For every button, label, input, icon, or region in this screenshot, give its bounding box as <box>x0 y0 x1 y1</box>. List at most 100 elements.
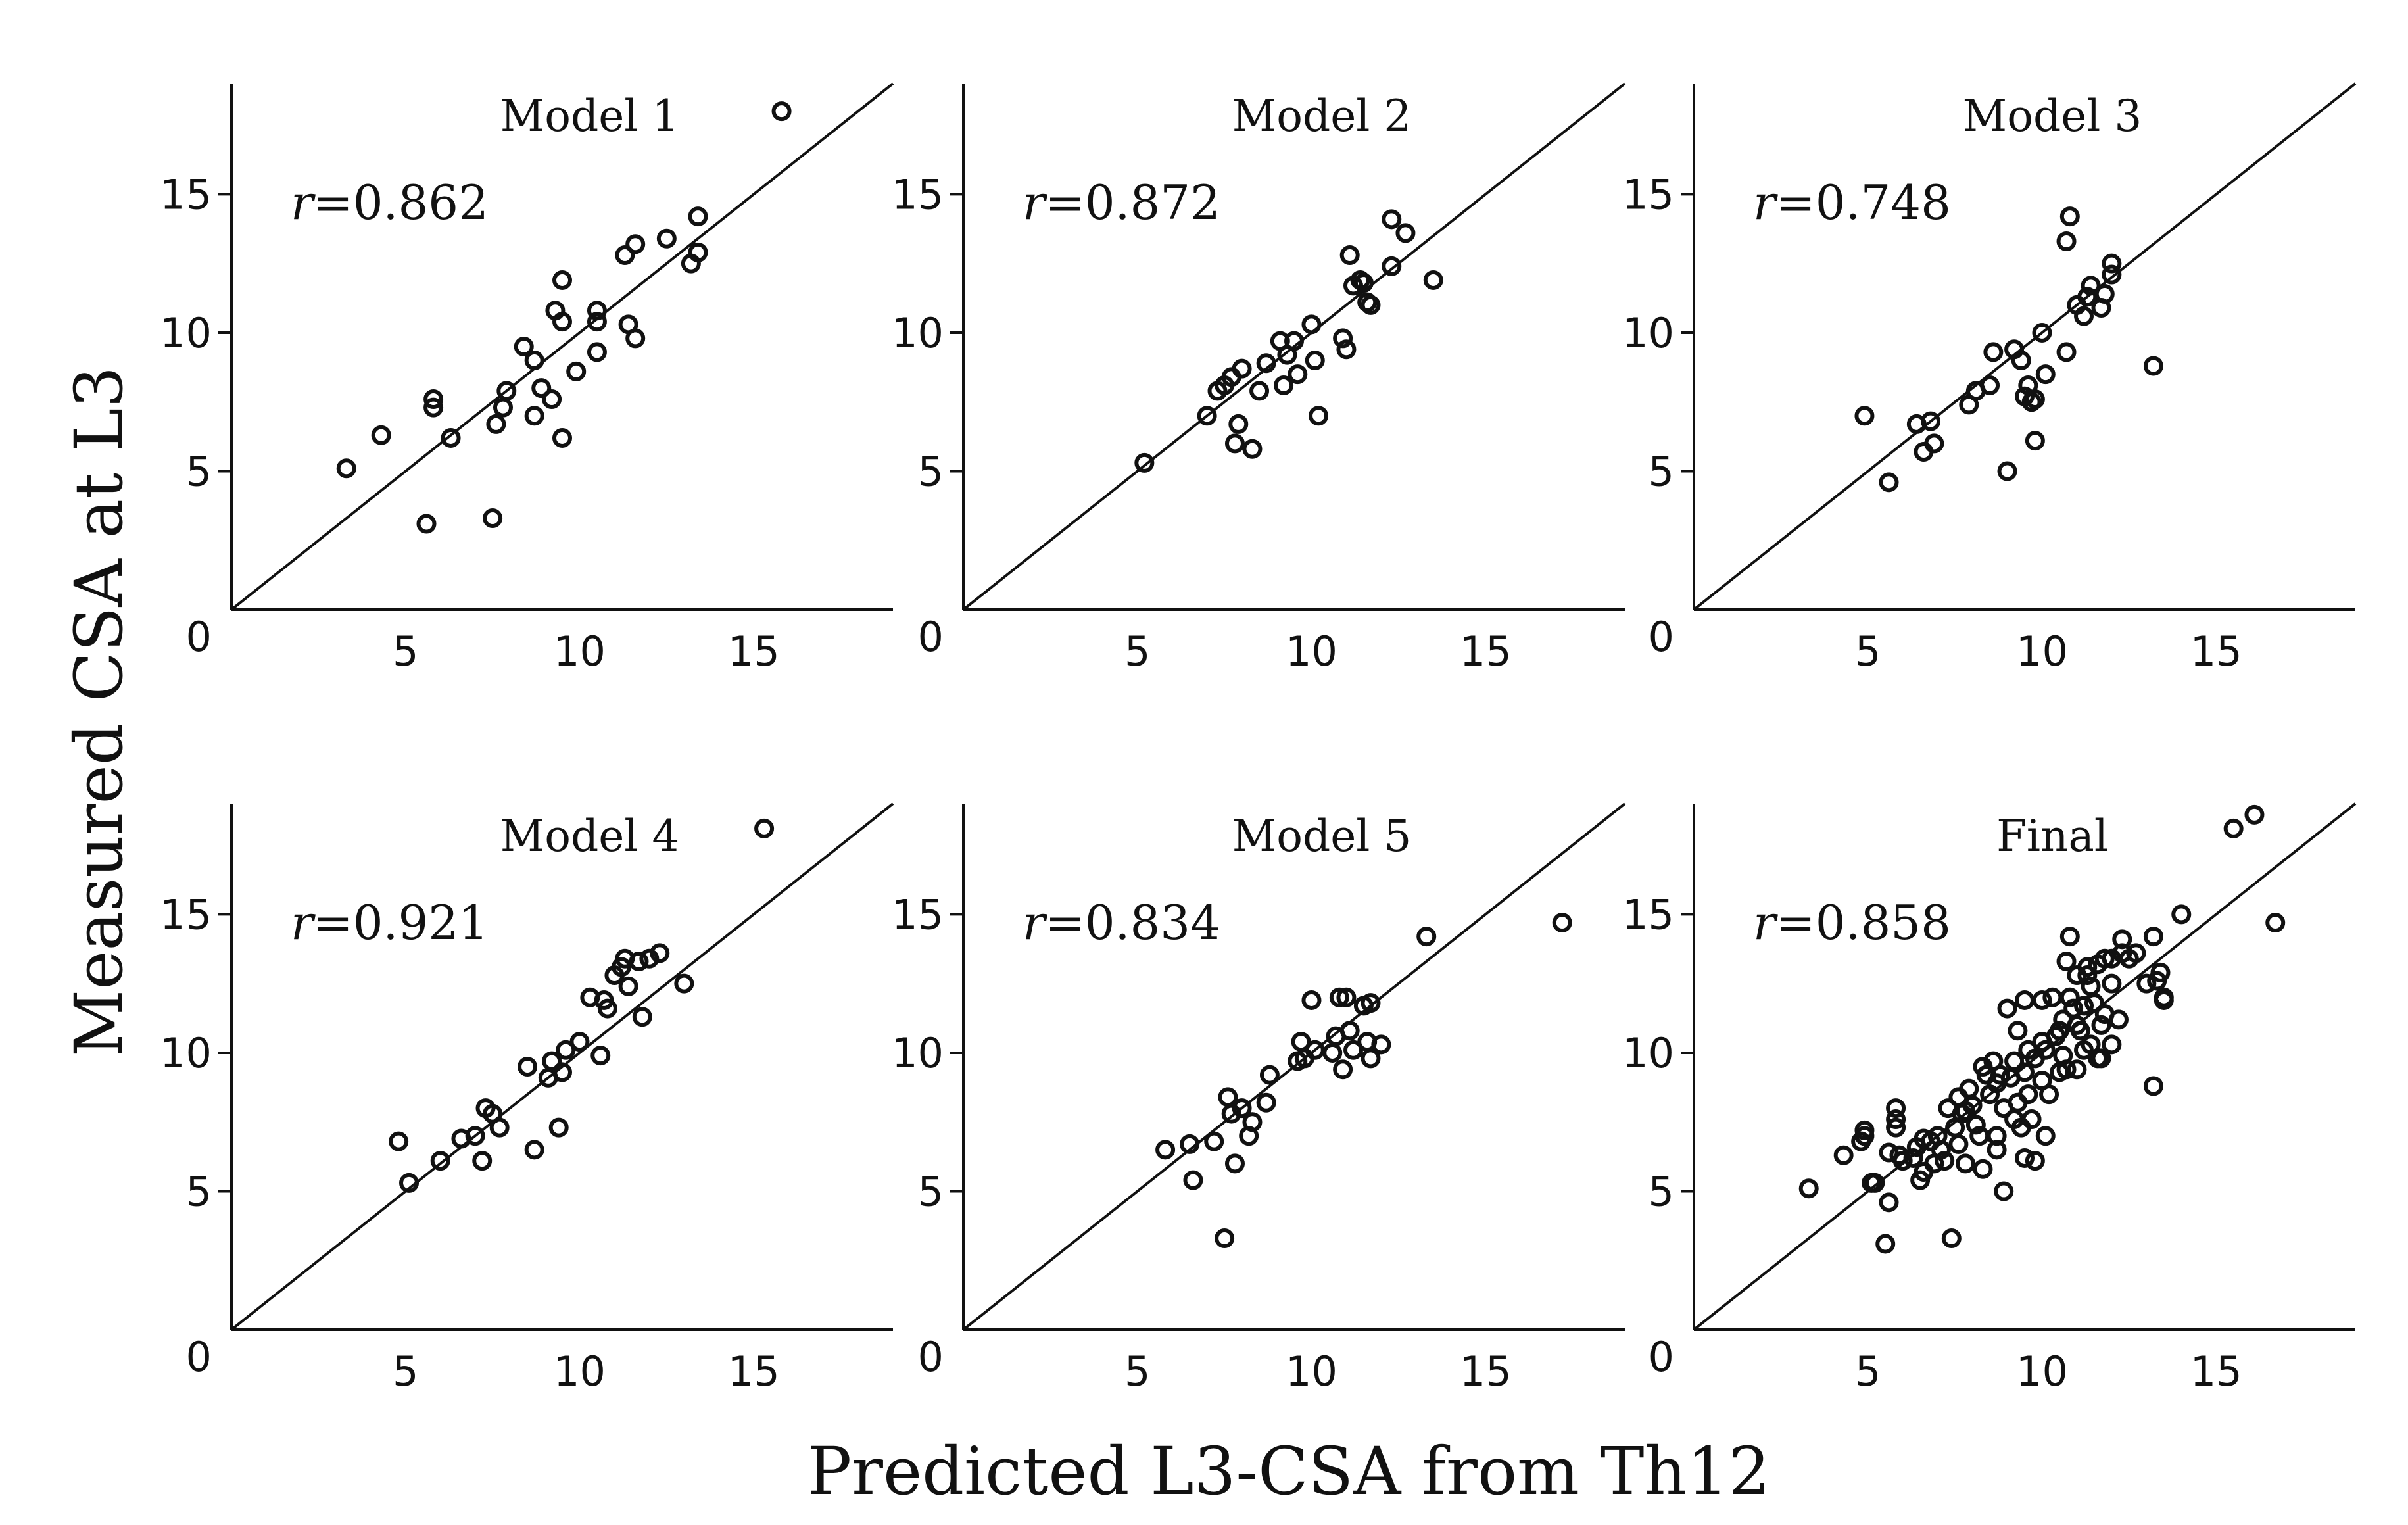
data-point <box>2032 322 2052 343</box>
data-point <box>656 228 677 249</box>
x-axis-title: Predicted L3-CSA from Th12 <box>807 1433 1770 1510</box>
data-point <box>524 351 544 371</box>
panel-final: 5 10 15 5 10 15 0 Final r=0.858 <box>1622 802 2357 1395</box>
correlation-annotation: r=0.748 <box>1753 175 1951 230</box>
y-tick-label: 15 <box>1622 170 1674 218</box>
data-point <box>1256 1092 1276 1113</box>
data-point <box>524 406 544 426</box>
data-point <box>2056 231 2077 251</box>
data-point <box>1879 1192 1899 1213</box>
data-point <box>1204 1131 1224 1151</box>
identity-line <box>1693 82 2357 611</box>
data-point <box>2102 264 2122 285</box>
y-tick-label: 10 <box>892 309 944 357</box>
correlation-annotation: r=0.872 <box>1023 175 1220 230</box>
data-point <box>1333 1059 1353 1080</box>
data-point <box>587 342 607 362</box>
data-point <box>1249 381 1270 401</box>
data-point <box>1183 1170 1203 1190</box>
data-point <box>1865 1173 1885 1193</box>
data-point <box>1361 1048 1381 1069</box>
data-point <box>1305 351 1325 371</box>
data-point <box>2077 287 2098 307</box>
x-tick-label: 15 <box>728 1347 780 1395</box>
y-tick-label: 15 <box>160 890 212 938</box>
identity-line <box>230 802 894 1331</box>
data-point <box>1224 433 1245 454</box>
panel-title: Model 5 <box>1232 811 1412 861</box>
data-point <box>1552 913 1572 933</box>
x-tick-label: 5 <box>393 1347 418 1395</box>
correlation-annotation: r=0.921 <box>291 895 489 950</box>
data-point <box>1994 1181 2014 1201</box>
data-point <box>2074 996 2094 1016</box>
data-point <box>1955 1153 1975 1174</box>
data-point <box>465 1126 485 1146</box>
correlation-annotation: r=0.834 <box>1023 895 1220 950</box>
data-point <box>2059 987 2080 1007</box>
data-point <box>489 1117 510 1138</box>
data-point <box>1215 1228 1235 1249</box>
x-tick-label: 15 <box>1460 1347 1512 1395</box>
data-point <box>1924 433 1944 454</box>
data-point <box>1983 342 2004 362</box>
data-point <box>1333 328 1353 349</box>
r-symbol: r <box>1753 175 1778 230</box>
data-point <box>1232 1098 1252 1119</box>
r-value: =0.862 <box>313 175 488 230</box>
data-point <box>1343 1040 1364 1060</box>
data-point <box>2025 1151 2045 1171</box>
data-point <box>1879 1142 1899 1163</box>
data-point <box>2077 957 2098 977</box>
data-point <box>1361 295 1381 315</box>
data-point <box>1903 1148 1923 1168</box>
data-point <box>493 397 513 418</box>
data-point <box>552 427 572 448</box>
data-point <box>514 337 534 356</box>
data-point <box>2056 342 2077 362</box>
data-point <box>1973 1159 1993 1179</box>
data-point <box>1309 406 1329 426</box>
data-point <box>2150 962 2171 982</box>
r-value: =0.921 <box>313 895 488 950</box>
r-value: =0.748 <box>1775 175 1950 230</box>
data-point <box>569 1032 590 1052</box>
data-point <box>2081 276 2101 296</box>
data-point <box>2056 952 2077 971</box>
data-point <box>1886 1117 1906 1138</box>
data-point <box>483 508 503 529</box>
data-point <box>1965 1115 1986 1135</box>
origin-label: 0 <box>186 1333 212 1381</box>
origin-label: 0 <box>1649 613 1674 661</box>
data-point <box>618 976 638 996</box>
data-point <box>2049 1021 2069 1041</box>
data-point <box>399 1173 420 1193</box>
data-point <box>1921 411 1941 431</box>
data-point <box>771 101 792 122</box>
r-value: =0.872 <box>1045 175 1220 230</box>
data-point <box>2042 987 2063 1007</box>
data-point <box>2025 389 2045 409</box>
data-point <box>389 1131 409 1151</box>
data-point <box>1987 1140 2007 1160</box>
data-point <box>2035 364 2056 385</box>
data-point <box>1336 339 1357 360</box>
data-point <box>1892 1151 1913 1171</box>
x-tick-label: 10 <box>2016 1347 2068 1395</box>
y-tick-label: 5 <box>1649 447 1674 495</box>
data-point <box>524 1140 544 1160</box>
data-point <box>1288 364 1308 385</box>
correlation-annotation: r=0.858 <box>1753 895 1951 950</box>
y-tick-label: 10 <box>1622 309 1674 357</box>
data-point <box>1322 1042 1343 1063</box>
data-point <box>2015 1148 2035 1168</box>
data-point <box>1990 1065 2010 1085</box>
data-point <box>2025 431 2045 451</box>
x-tick-label: 5 <box>1124 627 1150 675</box>
r-symbol: r <box>1753 895 1778 950</box>
x-tick-label: 10 <box>554 627 606 675</box>
data-point <box>548 1117 569 1138</box>
